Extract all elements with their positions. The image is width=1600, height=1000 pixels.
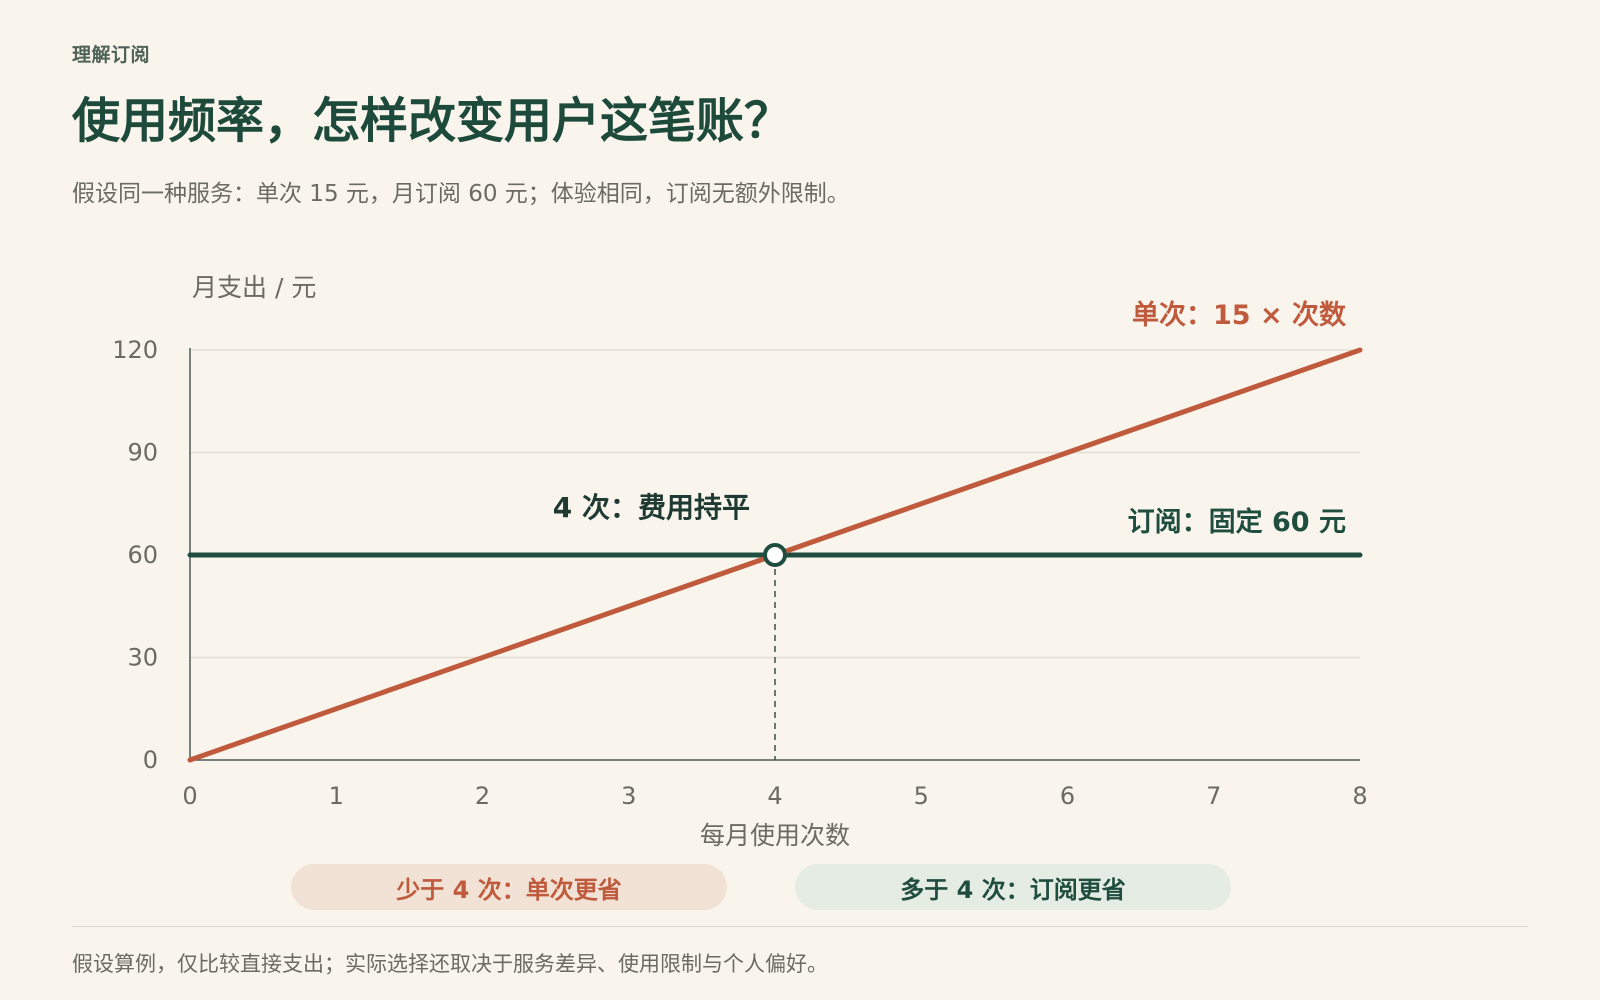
series-layer xyxy=(187,347,1363,763)
series-label-single-use: 单次：15 × 次数 xyxy=(1132,300,1347,331)
x-tick-label: 4 xyxy=(767,782,782,810)
footer-divider xyxy=(72,926,1528,927)
page-title: 使用频率，怎样改变用户这笔账？ xyxy=(72,93,793,149)
break-even-label: 4 次：费用持平 xyxy=(553,491,750,524)
x-tick-label: 2 xyxy=(475,782,490,810)
y-tick-label: 120 xyxy=(112,336,158,364)
y-tick-label: 30 xyxy=(127,644,158,672)
x-tick-label: 1 xyxy=(329,782,344,810)
y-tick-label: 90 xyxy=(127,439,158,467)
footnote: 假设算例，仅比较直接支出；实际选择还取决于服务差异、使用限制与个人偏好。 xyxy=(72,952,828,976)
x-tick-label: 8 xyxy=(1352,782,1367,810)
legend-single-cheaper: 少于 4 次：单次更省 xyxy=(291,864,727,910)
legend-subscription-cheaper: 多于 4 次：订阅更省 xyxy=(795,864,1231,910)
y-tick-label: 0 xyxy=(143,746,158,774)
y-axis-title: 月支出 / 元 xyxy=(192,273,316,302)
x-tick-label: 5 xyxy=(914,782,929,810)
eyebrow-label: 理解订阅 xyxy=(72,44,151,66)
grid-layer xyxy=(190,349,1360,659)
page-subtitle: 假设同一种服务：单次 15 元，月订阅 60 元；体验相同，订阅无额外限制。 xyxy=(72,181,850,207)
x-axis-title: 每月使用次数 xyxy=(700,821,850,850)
break-even-point xyxy=(763,543,787,567)
x-tick-label: 3 xyxy=(621,782,636,810)
x-tick-label: 0 xyxy=(182,782,197,810)
x-tick-label: 6 xyxy=(1060,782,1075,810)
x-tick-label: 7 xyxy=(1206,782,1221,810)
y-tick-label: 60 xyxy=(127,541,158,569)
series-label-subscription: 订阅：固定 60 元 xyxy=(1128,506,1346,538)
